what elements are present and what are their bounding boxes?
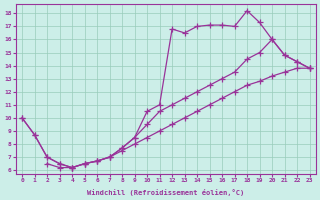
X-axis label: Windchill (Refroidissement éolien,°C): Windchill (Refroidissement éolien,°C) bbox=[87, 189, 244, 196]
